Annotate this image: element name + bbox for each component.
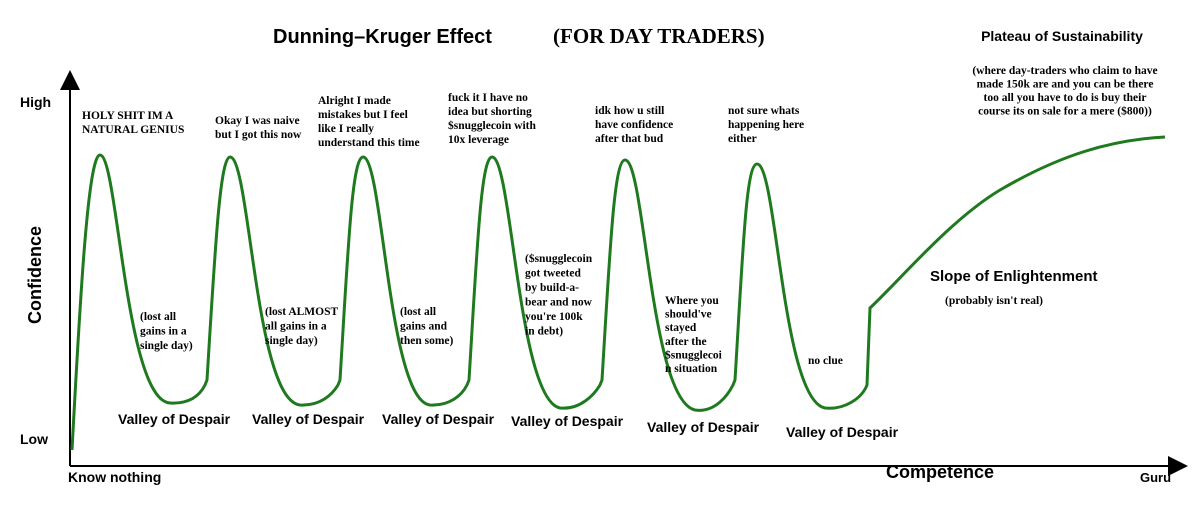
peak-annotation: Okay I was naive <box>215 115 300 127</box>
dip-annotation: by build-a- <box>525 282 579 294</box>
dip-annotation: gains in a <box>140 326 187 338</box>
dip-annotation: (lost all <box>140 311 176 323</box>
plateau-note: (where day-traders who claim to have <box>972 65 1157 77</box>
peak-annotation: $snugglecoin with <box>448 119 536 132</box>
dip-annotation: (lost ALMOST <box>265 306 338 318</box>
dip-annotation: ($snugglecoin <box>525 252 593 265</box>
peak-annotation: understand this time <box>318 137 420 149</box>
dip-annotation: single day) <box>140 340 193 352</box>
dip-annotation: gains and <box>400 321 448 333</box>
valley-label: Valley of Despair <box>786 424 899 440</box>
subtitle: (FOR DAY TRADERS) <box>553 24 765 48</box>
dip-annotation: all gains in a <box>265 321 327 333</box>
dip-annotation: no clue <box>808 355 843 367</box>
y-low: Low <box>20 431 48 447</box>
peak-annotation: have confidence <box>595 119 673 131</box>
peak-annotation: happening here <box>728 119 804 131</box>
dip-annotation: then some) <box>400 335 454 347</box>
peak-annotation: not sure whats <box>728 105 800 117</box>
peak-annotation: idea but shorting <box>448 106 532 118</box>
peak-annotation: mistakes but I feel <box>318 109 408 121</box>
x-end: Guru <box>1140 470 1171 485</box>
dip-annotation: got tweeted <box>525 268 581 280</box>
dip-annotation: bear and now <box>525 297 593 309</box>
dip-annotation: stayed <box>665 322 697 334</box>
slope-note: (probably isn't real) <box>945 295 1043 307</box>
peak-annotation: after that bud <box>595 133 664 145</box>
dip-annotation: (lost all <box>400 306 436 318</box>
plateau-note: course its on sale for a mere ($800)) <box>978 105 1152 118</box>
peak-annotation: Alright I made <box>318 95 391 107</box>
x-label: Competence <box>886 462 994 482</box>
peak-annotation: but I got this now <box>215 129 302 141</box>
dip-annotation: $snugglecoi <box>665 348 723 361</box>
dip-annotation: should've <box>665 309 712 321</box>
y-label: Confidence <box>25 226 45 324</box>
dip-annotation: after the <box>665 336 707 348</box>
title: Dunning–Kruger Effect <box>273 26 492 48</box>
dip-annotation: Where you <box>665 295 719 307</box>
peak-annotation: like I really <box>318 123 374 135</box>
y-high: High <box>20 94 51 110</box>
peak-annotation: idk how u still <box>595 105 664 117</box>
plateau-title: Plateau of Sustainability <box>981 28 1143 44</box>
plateau-note: made 150k are and you can be there <box>977 79 1154 91</box>
confidence-curve <box>70 135 1166 451</box>
valley-label: Valley of Despair <box>252 411 365 427</box>
peak-annotation: NATURAL GENIUS <box>82 124 184 136</box>
plateau-note: too all you have to do is buy their <box>984 92 1147 104</box>
slope-title: Slope of Enlightenment <box>930 268 1098 285</box>
dip-annotation: in debt) <box>525 326 563 338</box>
peak-annotation: either <box>728 133 757 145</box>
valley-label: Valley of Despair <box>647 419 760 435</box>
valley-label: Valley of Despair <box>511 413 624 429</box>
x-start: Know nothing <box>68 469 161 485</box>
valley-label: Valley of Despair <box>382 411 495 427</box>
dip-annotation: single day) <box>265 335 318 347</box>
peak-annotation: 10x leverage <box>448 134 509 146</box>
peak-annotation: fuck it I have no <box>448 92 528 104</box>
dip-annotation: you're 100k <box>525 311 583 323</box>
peak-annotation: HOLY SHIT IM A <box>82 110 174 122</box>
valley-label: Valley of Despair <box>118 411 231 427</box>
dip-annotation: n situation <box>665 363 718 375</box>
